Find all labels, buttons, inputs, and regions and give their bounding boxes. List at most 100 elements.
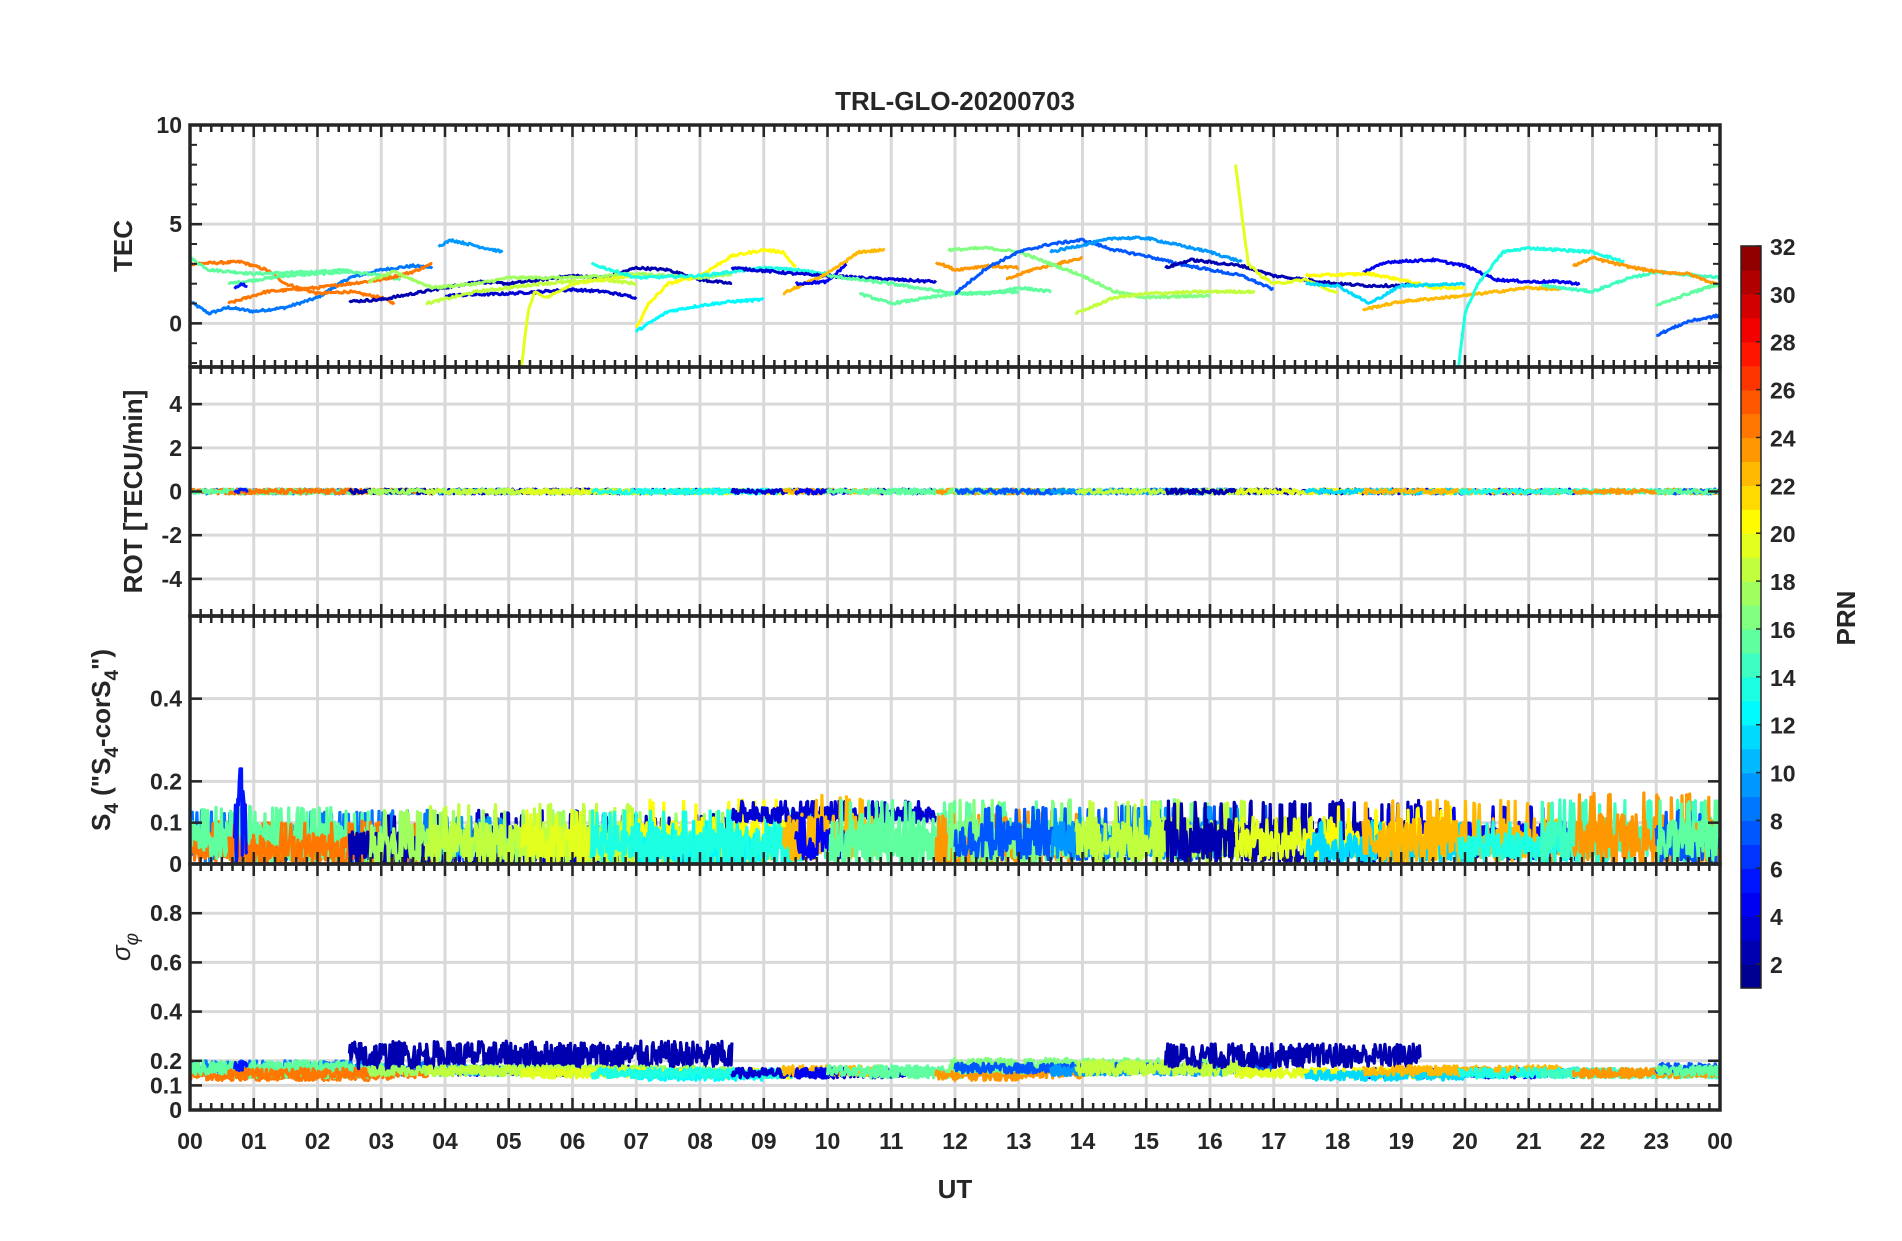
sigma-arc-prn-15 (1655, 1064, 1720, 1078)
colorbar-swatch (1741, 605, 1761, 630)
tec-arc-prn-7 (1656, 313, 1720, 337)
tec-arc-prn-23 (934, 261, 1020, 272)
label-text: S (86, 814, 116, 831)
x-tick-label: 15 (1133, 1128, 1159, 1154)
panel-s4: 00.10.20.4S4 ("S4-corS4") (86, 614, 1722, 877)
label-text: ("S (86, 758, 116, 804)
tec-arc-prn-24 (190, 259, 396, 306)
x-tick-label: 12 (942, 1128, 968, 1154)
colorbar-tick-label: 2 (1770, 952, 1783, 978)
x-tick-label: 21 (1516, 1128, 1542, 1154)
y-tick-label: 0.8 (150, 900, 182, 926)
tec-arc-prn-16 (947, 245, 1211, 300)
y-tick-label: 0.4 (150, 686, 182, 712)
tec-series (190, 164, 1720, 367)
y-tick-label: 0.6 (150, 949, 182, 975)
y-tick-label: 2 (169, 435, 182, 461)
colorbar-tick-label: 6 (1770, 856, 1783, 882)
tec-arc-prn-2 (1164, 257, 1422, 289)
colorbar-tick-label: 24 (1770, 425, 1796, 451)
y-tick-label: 0 (169, 310, 182, 336)
tec-arc-prn-5 (233, 282, 248, 290)
label-text: ") (86, 649, 116, 670)
tec-arc-prn-23 (1005, 256, 1083, 281)
colorbar-swatch (1741, 940, 1761, 965)
colorbar-tick-label: 10 (1770, 761, 1796, 787)
colorbar-swatch (1741, 413, 1761, 439)
colorbar-swatch (1741, 317, 1761, 343)
tec-arc-prn-12 (634, 297, 765, 333)
label-text: -corS (86, 681, 116, 747)
y-tick-label: 0 (169, 479, 182, 505)
colorbar-swatch (1741, 485, 1761, 510)
s4-arc-prn-3 (731, 799, 937, 825)
panel-tec: 0 5 10 TEC (108, 112, 1722, 369)
colorbar-swatch (1741, 820, 1761, 845)
tec-arc-prn-15 (227, 269, 402, 285)
x-tick-label: 07 (623, 1128, 649, 1154)
x-tick-label: 06 (560, 1128, 586, 1154)
y-tick-label: 0 (169, 1097, 182, 1123)
label-text: σ (106, 944, 136, 961)
colorbar-swatch (1741, 868, 1761, 893)
colorbar-tick-label: 16 (1770, 617, 1796, 643)
x-tick-label: 20 (1452, 1128, 1478, 1154)
sigma-series (190, 1039, 1720, 1083)
colorbar-tick-label: 8 (1770, 808, 1783, 834)
colorbar-tick-label: 4 (1770, 904, 1783, 930)
tec-arc-prn-19 (520, 273, 637, 367)
colorbar-swatch (1741, 844, 1761, 869)
sigma-arc-prn-18 (1074, 1059, 1256, 1078)
y-tick-label: 0 (169, 851, 182, 877)
s4-arc-prn-15 (1654, 799, 1720, 864)
colorbar-swatch (1741, 700, 1761, 726)
x-tick-label: 23 (1643, 1128, 1669, 1154)
colorbar-tick-label: 20 (1770, 521, 1796, 547)
colorbar-swatch (1741, 892, 1761, 917)
x-axis-label: UT (938, 1174, 973, 1204)
colorbar-swatch (1741, 748, 1761, 774)
colorbar-swatch (1741, 461, 1761, 486)
colorbar-swatch (1741, 533, 1761, 558)
x-tick-label: 19 (1388, 1128, 1414, 1154)
s4-y-axis-label: S4 ("S4-corS4") (86, 649, 123, 831)
colorbar-swatch (1741, 389, 1761, 415)
sigma-arc-prn-5 (233, 1060, 249, 1073)
colorbar-swatch (1741, 652, 1761, 678)
colorbar-tick-label: 12 (1770, 713, 1796, 739)
y-tick-label: 5 (169, 211, 182, 237)
tec-arc-prn-7 (954, 237, 1274, 295)
colorbar-swatch (1741, 964, 1761, 989)
x-tick-label: 18 (1325, 1128, 1351, 1154)
x-tick-labels: 00 01 02 03 04 05 06 07 08 09 10 11 12 13 14 15 16 17 18 19… (177, 1128, 1733, 1154)
colorbar-swatch (1741, 365, 1761, 391)
y-tick-label: 0.1 (150, 1072, 182, 1098)
x-tick-label: 13 (1006, 1128, 1032, 1154)
label-subscript: φ (122, 933, 143, 945)
x-tick-label: 01 (241, 1128, 267, 1154)
s4-arc-prn-18 (1074, 798, 1256, 864)
x-tick-label: 00 (177, 1128, 203, 1154)
tec-arc-prn-22 (1361, 285, 1561, 312)
colorbar-swatch (1741, 293, 1761, 319)
colorbar-swatch (1741, 676, 1761, 702)
x-tick-label: 17 (1261, 1128, 1287, 1154)
x-tick-label: 14 (1070, 1128, 1096, 1154)
x-tick-label: 00 (1707, 1128, 1733, 1154)
s4-arc-prn-22 (1361, 798, 1562, 864)
y-tick-label: 0.1 (150, 810, 182, 836)
tec-arc-prn-20 (634, 248, 797, 328)
tec-arc-prn-22 (782, 247, 886, 296)
tec-arc-prn-15 (1655, 282, 1720, 308)
colorbar-swatch (1741, 724, 1761, 750)
rot-series (190, 487, 1720, 496)
y-tick-label: 0.2 (150, 1048, 182, 1074)
colorbar-tick-label: 30 (1770, 282, 1796, 308)
rot-arc-prn-5 (233, 487, 249, 495)
sigma-arc-prn-2 (1163, 1042, 1422, 1070)
panel-sigma: 00.10.2 0.4 0.6 0.8 σφ (106, 862, 1722, 1123)
x-tick-label: 02 (305, 1128, 331, 1154)
colorbar-swatch (1741, 581, 1761, 606)
x-tick-label: 08 (687, 1128, 713, 1154)
